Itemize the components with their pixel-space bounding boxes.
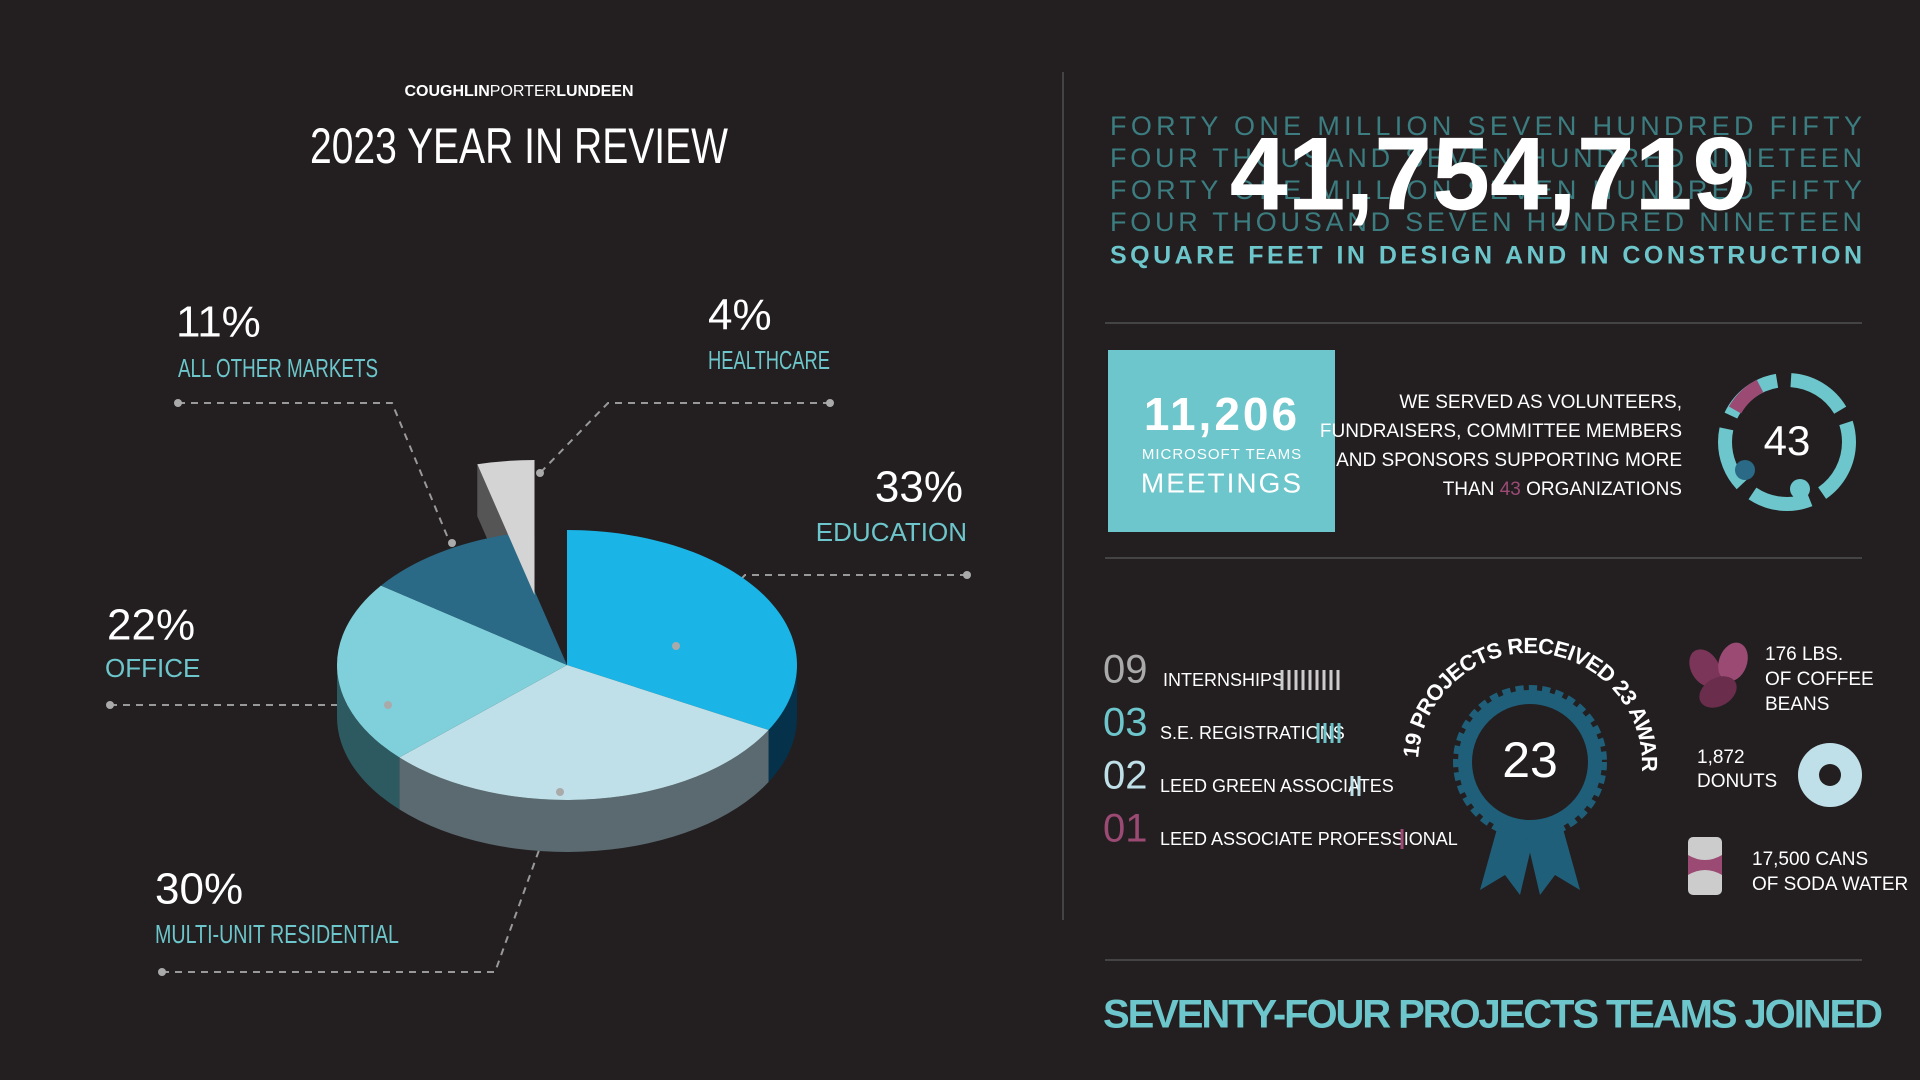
brand-part: LUNDEEN xyxy=(556,83,633,100)
words: FOUR THOUSAND SEVEN HUNDRED NINETEEN xyxy=(1110,143,1862,173)
footer: SEVENTY-FOUR PROJECTS TEAMS JOINED xyxy=(1103,993,1883,1037)
pct: 11% xyxy=(176,298,261,347)
title: 2023 YEAR IN REVIEW xyxy=(310,118,729,174)
slice xyxy=(567,530,797,731)
cat: MULTI-UNIT RESIDENTIAL xyxy=(155,919,399,949)
slice xyxy=(336,585,567,758)
vol-line: THAN 43 ORGANIZATIONS xyxy=(1443,479,1682,500)
stat-number: 02 xyxy=(1103,754,1148,798)
dot xyxy=(672,642,680,650)
leader xyxy=(162,791,561,973)
vol-line: FUNDRAISERS, COMMITTEE MEMBERS xyxy=(1320,421,1682,442)
vol-part: 43 xyxy=(1500,479,1521,500)
leader-dots xyxy=(106,399,971,976)
pie-labels: 33% EDUCATION 30% MULTI-UNIT RESIDENTIAL… xyxy=(105,291,967,949)
dot xyxy=(536,469,544,477)
brand-part: COUGHLIN xyxy=(404,83,489,100)
pie xyxy=(336,460,797,852)
cat: OFFICE xyxy=(105,653,200,683)
coffee-text: 176 LBS. xyxy=(1765,644,1843,665)
org-icon: 43 xyxy=(1718,373,1856,511)
pct: 33% xyxy=(875,463,963,512)
meetings-number: 11,206 xyxy=(1144,388,1300,440)
stat-label: LEED ASSOCIATE PROFESSIONAL xyxy=(1160,829,1458,849)
dot xyxy=(384,701,392,709)
donut-text: 1,872 xyxy=(1697,747,1745,768)
leader xyxy=(178,402,451,544)
slice-side xyxy=(399,730,769,852)
coffee-text: BEANS xyxy=(1765,694,1829,715)
stats: 09 INTERNSHIPS 03 S.E. REGISTRATIONS 02 … xyxy=(1103,648,1458,851)
dot xyxy=(448,539,456,547)
vol-line: AND SPONSORS SUPPORTING MORE xyxy=(1336,450,1682,471)
meetings-box xyxy=(1108,350,1335,532)
dot xyxy=(826,399,834,407)
org-number: 43 xyxy=(1764,417,1811,464)
meetings-label: MEETINGS xyxy=(1141,467,1303,498)
donut-hole xyxy=(1819,764,1841,786)
brand: COUGHLINPORTERLUNDEEN xyxy=(404,83,633,100)
square-feet: FORTY ONE MILLION SEVEN HUNDRED FIFTY FO… xyxy=(1110,111,1862,269)
caption: SQUARE FEET IN DESIGN AND IN CONSTRUCTIO… xyxy=(1110,242,1862,270)
vol-part: ORGANIZATIONS xyxy=(1521,479,1682,500)
stat-label: S.E. REGISTRATIONS xyxy=(1160,723,1345,743)
rosette-center xyxy=(1472,704,1588,820)
ring xyxy=(1718,373,1856,511)
dot xyxy=(174,399,182,407)
slice xyxy=(477,460,535,595)
donut-text: DONUTS xyxy=(1697,771,1777,792)
stat-number: 01 xyxy=(1103,807,1148,851)
fun-facts: 176 LBS. OF COFFEE BEANS 1,872 DONUTS 17… xyxy=(1688,642,1908,895)
bean xyxy=(1699,676,1737,708)
soda-text: 17,500 CANS xyxy=(1752,849,1868,870)
stat-number: 03 xyxy=(1103,701,1148,745)
stat-label: INTERNSHIPS xyxy=(1163,670,1284,690)
can-stripe xyxy=(1688,855,1722,875)
pct: 30% xyxy=(155,865,243,914)
person xyxy=(1735,460,1755,480)
cat: ALL OTHER MARKETS xyxy=(178,353,378,383)
ring-accent xyxy=(1728,379,1764,414)
dot xyxy=(556,788,564,796)
volunteers: WE SERVED AS VOLUNTEERS, FUNDRAISERS, CO… xyxy=(1320,392,1682,500)
slice xyxy=(380,534,567,665)
bean xyxy=(1718,642,1748,682)
pct: 22% xyxy=(107,601,195,650)
stat-label: LEED GREEN ASSOCIATES xyxy=(1160,776,1394,796)
vol-line: WE SERVED AS VOLUNTEERS, xyxy=(1399,392,1682,413)
tally xyxy=(1350,776,1361,796)
slice-side xyxy=(337,665,400,810)
dot xyxy=(106,701,114,709)
brand-part: PORTER xyxy=(490,83,556,100)
meetings-caption: MICROSOFT TEAMS xyxy=(1142,446,1302,463)
stat-number: 09 xyxy=(1103,648,1148,692)
pct: 4% xyxy=(708,291,772,340)
vol-part: THAN xyxy=(1443,479,1500,500)
slice xyxy=(399,665,769,800)
person xyxy=(1790,479,1810,499)
dot xyxy=(158,968,166,976)
bean xyxy=(1689,649,1721,687)
leader xyxy=(539,402,830,474)
soda-text: OF SODA WATER xyxy=(1752,874,1908,895)
tally xyxy=(1280,670,1340,690)
cat: HEALTHCARE xyxy=(708,345,830,375)
tally xyxy=(1316,723,1341,743)
dot xyxy=(963,571,971,579)
cat: EDUCATION xyxy=(816,517,967,547)
slice-side xyxy=(768,665,797,783)
coffee-text: OF COFFEE xyxy=(1765,669,1874,690)
awards-number: 23 xyxy=(1502,732,1558,788)
big-number: 41,754,719 xyxy=(1230,116,1751,232)
words: FOUR THOUSAND SEVEN HUNDRED NINETEEN xyxy=(1110,207,1862,237)
